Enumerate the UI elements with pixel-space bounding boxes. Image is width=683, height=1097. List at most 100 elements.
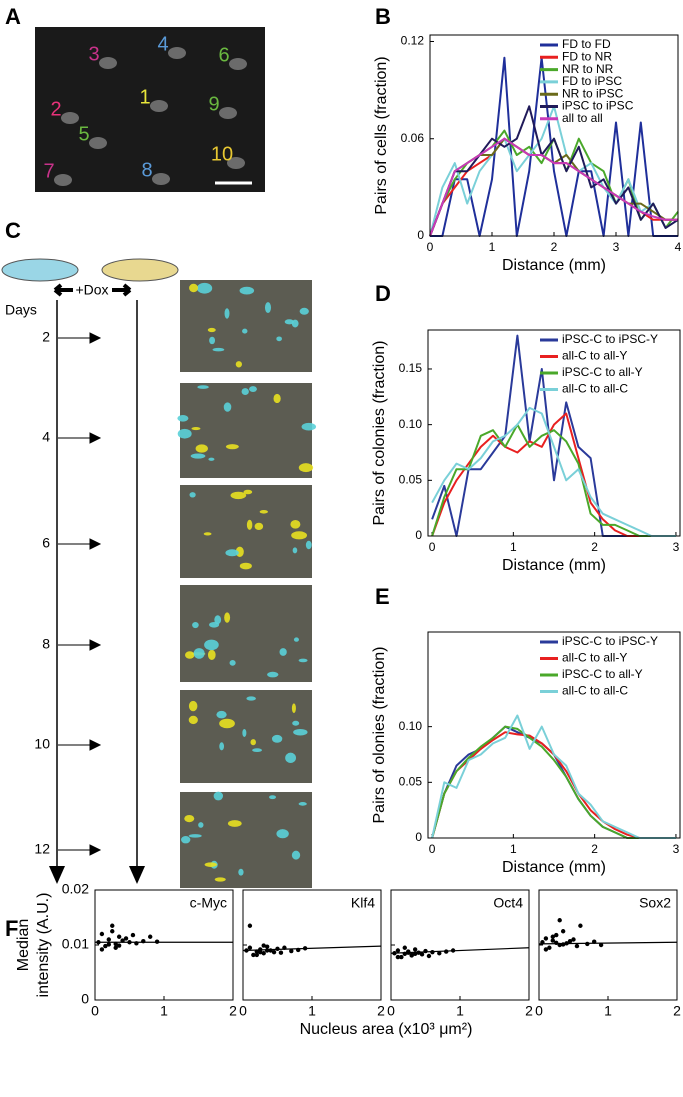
day-arrow: [58, 844, 102, 856]
y-axis-label: Pairs of cells (fraction): [373, 56, 390, 214]
day-label: 8: [42, 636, 50, 652]
cell-label: 1: [139, 86, 150, 108]
cell: [291, 703, 296, 714]
cell: [89, 137, 107, 149]
x-tick-label: 0: [429, 842, 436, 856]
y-axis-label: Pairs of colonies (fraction): [371, 341, 388, 526]
cell: [227, 157, 245, 169]
day-label: 4: [42, 429, 50, 445]
plot-frame: [538, 889, 678, 1001]
point: [543, 947, 549, 952]
legend-label: iPSC-C to all-Y: [562, 365, 643, 379]
x-tick-label: 2: [525, 1003, 533, 1019]
point: [412, 947, 418, 952]
cell: [168, 47, 186, 59]
cell: [250, 739, 256, 746]
point: [423, 948, 428, 954]
cell: [242, 728, 247, 737]
cell: [225, 549, 239, 557]
point: [278, 950, 284, 955]
point: [247, 945, 253, 950]
point: [578, 923, 583, 928]
cell: [223, 402, 232, 412]
cell: [216, 710, 227, 719]
point: [567, 938, 573, 944]
cell: [291, 850, 301, 860]
point: [113, 945, 118, 950]
cell: [276, 336, 282, 342]
y-axis-label: intensity (A.U.): [35, 893, 52, 998]
day-arrow: [58, 432, 102, 444]
cell: [177, 415, 189, 422]
y-tick-label: 0.05: [399, 472, 423, 486]
cell: [242, 328, 248, 334]
cell: [239, 562, 252, 570]
series-line: [431, 406, 676, 537]
cell: [219, 107, 237, 119]
cell: [276, 829, 289, 839]
cell: [191, 427, 201, 431]
point: [148, 934, 153, 939]
day-arrow: [58, 538, 102, 550]
point: [543, 936, 549, 941]
cell: [284, 319, 294, 325]
plot-frame: [390, 889, 530, 1001]
cell: [271, 734, 283, 743]
point: [254, 952, 259, 958]
panel-title: Sox2: [639, 895, 671, 911]
point: [560, 929, 566, 934]
cell: [293, 728, 308, 736]
cell: [207, 649, 216, 660]
legend-label: NR to iPSC: [562, 86, 624, 100]
legend-label: iPSC-C to iPSC-Y: [562, 332, 658, 346]
point: [395, 954, 401, 960]
panel-label: C: [5, 218, 21, 243]
point: [289, 948, 294, 954]
cell: [214, 615, 222, 625]
x-axis-label: Distance (mm): [502, 257, 606, 274]
cell: [185, 651, 195, 659]
y-tick-label: 0.05: [399, 774, 423, 788]
cell-label: 9: [208, 93, 219, 115]
x-tick-label: 2: [229, 1003, 237, 1019]
series-line: [431, 731, 676, 839]
point: [437, 951, 442, 956]
panel-title: Oct4: [493, 895, 523, 911]
cell: [203, 532, 212, 536]
point: [264, 948, 270, 953]
cell-label: 2: [50, 98, 61, 120]
point: [116, 943, 122, 948]
x-tick-label: 3: [673, 540, 680, 554]
arrowhead: [129, 866, 145, 884]
cell: [238, 868, 244, 876]
legend-label: iPSC to iPSC: [562, 99, 634, 113]
cell: [259, 509, 268, 514]
series-line: [429, 137, 678, 237]
arrowhead: [49, 866, 65, 884]
x-tick-label: 2: [591, 540, 598, 554]
legend-label: FD to iPSC: [562, 74, 622, 88]
cell: [189, 283, 199, 293]
cell: [227, 820, 242, 827]
cell: [243, 489, 253, 495]
cell: [61, 112, 79, 124]
y-tick-label: 0: [415, 830, 422, 844]
point: [103, 943, 108, 949]
panel-label: B: [375, 4, 391, 29]
cell: [254, 522, 264, 531]
cell: [188, 700, 198, 712]
cell: [190, 453, 206, 459]
panel-title: Klf4: [351, 895, 375, 911]
micrograph: [180, 280, 312, 372]
cell: [152, 173, 170, 185]
y-tick-label: 0.10: [399, 719, 423, 733]
cell: [177, 428, 192, 439]
x-tick-label: 1: [489, 240, 496, 254]
series-line: [431, 725, 676, 839]
panel-label: D: [375, 281, 391, 306]
cell: [224, 612, 231, 623]
cell: [229, 660, 236, 666]
point: [251, 952, 256, 958]
day-label: 2: [42, 329, 50, 345]
day-arrow: [58, 332, 102, 344]
